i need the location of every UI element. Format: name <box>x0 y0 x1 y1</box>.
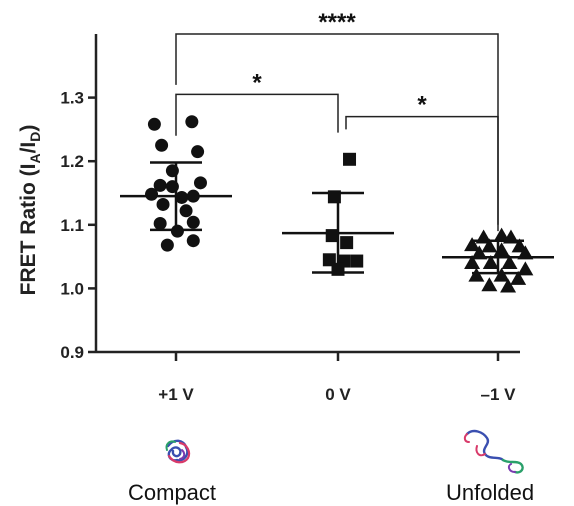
data-point-triangle <box>500 278 517 293</box>
data-point-circle <box>165 164 179 178</box>
ylabel-sub-a: A <box>27 153 43 163</box>
caption-unfolded: Unfolded <box>446 480 535 505</box>
significance-bracket <box>345 115 499 232</box>
data-point-triangle <box>471 245 488 260</box>
data-point-triangle <box>475 229 492 244</box>
significance-bracket <box>175 93 339 136</box>
axes: 0.9 1.0 1.1 1.2 1.3 +1 V 0 V –1 V <box>60 34 520 404</box>
error-bars <box>120 161 554 275</box>
data-point-circle <box>156 197 170 211</box>
data-point-circle <box>186 189 200 203</box>
data-point-triangle <box>481 277 498 292</box>
data-point-circle <box>145 187 159 201</box>
data-point-square <box>327 190 341 204</box>
data-point-triangle <box>501 254 518 269</box>
data-point-circle <box>186 215 200 229</box>
unfolded-protein-icon <box>463 429 524 474</box>
data-point-triangle <box>482 254 499 269</box>
data-point-circle <box>160 238 174 252</box>
data-point-square <box>340 236 354 250</box>
x-tick-label: 0 V <box>325 385 351 404</box>
data-point-triangle <box>493 227 510 242</box>
compact-protein-icon <box>165 439 191 464</box>
x-tick-label: –1 V <box>481 385 517 404</box>
data-point-circle <box>185 115 199 129</box>
y-tick-label: 1.2 <box>60 152 84 171</box>
y-tick-label: 1.0 <box>60 279 84 298</box>
data-point-square <box>343 152 357 166</box>
significance-bracket <box>175 33 499 225</box>
data-point-circle <box>147 117 161 131</box>
significance-label: **** <box>318 9 356 36</box>
data-point-triangle <box>481 238 498 253</box>
data-point-triangle <box>468 267 485 282</box>
data-point-circle <box>153 217 167 231</box>
significance-label: * <box>417 92 427 119</box>
data-point-triangle <box>517 261 534 276</box>
x-tick-label: +1 V <box>158 385 194 404</box>
data-point-circle <box>170 224 184 238</box>
data-point-triangle <box>517 245 534 260</box>
significance-label: * <box>252 69 262 96</box>
significance-brackets: ****** <box>175 9 499 232</box>
data-point-circle <box>175 190 189 204</box>
data-point-circle <box>153 178 167 192</box>
data-point-square <box>331 262 345 276</box>
data-point-circle <box>191 145 205 159</box>
data-point-square <box>350 254 364 268</box>
y-tick-label: 1.3 <box>60 89 84 108</box>
data-point-triangle <box>493 267 510 282</box>
ylabel-slash: /I <box>17 142 40 154</box>
data-point-circle <box>186 234 200 248</box>
ylabel-prefix: FRET Ratio (I <box>17 164 40 296</box>
data-point-triangle <box>502 229 519 244</box>
data-point-square <box>325 229 339 243</box>
data-point-triangle <box>464 237 481 252</box>
data-point-circle <box>165 180 179 194</box>
data-points <box>145 115 534 293</box>
svg-text:FRET Ratio (IA/ID): FRET Ratio (IA/ID) <box>17 125 43 296</box>
data-point-triangle <box>510 270 527 285</box>
data-point-triangle <box>464 254 481 269</box>
data-point-circle <box>193 176 207 190</box>
y-tick-label: 1.1 <box>60 216 84 235</box>
y-axis-label: FRET Ratio (IA/ID) <box>17 125 43 296</box>
ylabel-suffix: ) <box>17 125 40 132</box>
ylabel-sub-d: D <box>27 132 43 142</box>
caption-compact: Compact <box>128 480 217 505</box>
data-point-circle <box>155 138 169 152</box>
data-point-triangle <box>493 242 510 257</box>
y-tick-label: 0.9 <box>60 343 84 362</box>
data-point-circle <box>179 204 193 218</box>
